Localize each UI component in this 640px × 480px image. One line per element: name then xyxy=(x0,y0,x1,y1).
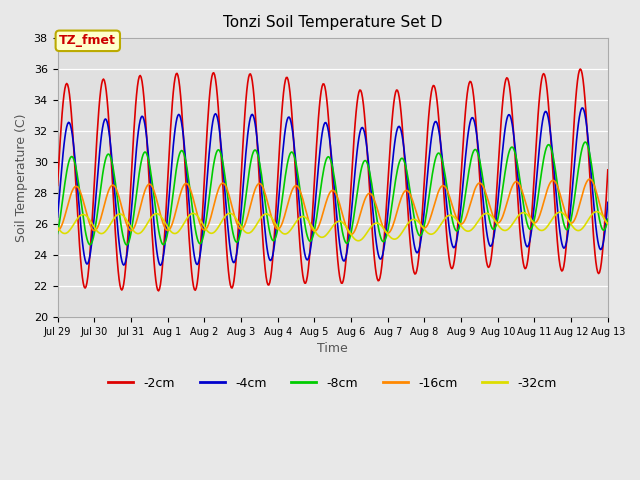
Y-axis label: Soil Temperature (C): Soil Temperature (C) xyxy=(15,113,28,242)
Legend: -2cm, -4cm, -8cm, -16cm, -32cm: -2cm, -4cm, -8cm, -16cm, -32cm xyxy=(104,372,562,395)
X-axis label: Time: Time xyxy=(317,342,348,356)
Title: Tonzi Soil Temperature Set D: Tonzi Soil Temperature Set D xyxy=(223,15,442,30)
Text: TZ_fmet: TZ_fmet xyxy=(60,34,116,48)
